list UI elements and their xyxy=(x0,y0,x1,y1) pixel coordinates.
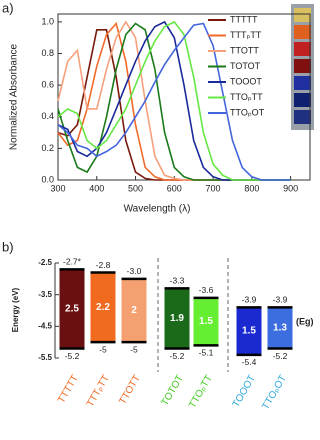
y-tick-label: 0.8 xyxy=(41,48,54,58)
x-tick-label: 800 xyxy=(244,183,259,193)
legend-label: TTOₚTT xyxy=(230,92,263,102)
panel-label: a) xyxy=(2,0,14,15)
lumo-label: -3.9 xyxy=(273,295,288,305)
legend-label: TTOTT xyxy=(230,45,259,55)
gap-label: 1.9 xyxy=(170,313,184,324)
lumo-label: -2.8 xyxy=(96,260,111,270)
gap-label: 2.5 xyxy=(65,304,79,315)
lumo-label: -3.3 xyxy=(170,276,185,286)
category-label: TTTTT xyxy=(56,373,81,405)
homo-label: -5.2 xyxy=(273,351,288,361)
category-label: TTOₚOT xyxy=(260,373,289,411)
category-label: TTOₚTT xyxy=(187,373,215,410)
homo-label: -5.2 xyxy=(65,351,80,361)
energy-bar xyxy=(164,288,190,349)
panel-label: b) xyxy=(2,239,14,254)
lumo-label: -3.6 xyxy=(199,285,214,295)
y-tick-label: -5.5 xyxy=(38,353,52,362)
legend-label: TTTTT xyxy=(230,14,258,24)
homo-label: -5.1 xyxy=(199,348,214,358)
x-tick-label: 700 xyxy=(206,183,221,193)
energy-bar xyxy=(236,307,262,355)
legend-label: TOOOT xyxy=(230,76,262,86)
legend-label: TTOₚOT xyxy=(230,107,265,117)
y-tick-label: -3.5 xyxy=(38,290,52,299)
series-line xyxy=(57,20,291,181)
legend-label: TOTOT xyxy=(230,61,261,71)
y-tick-label: 0.2 xyxy=(41,143,54,153)
lumo-label: -3.0 xyxy=(127,266,142,276)
lumo-label: -2.7* xyxy=(63,257,82,267)
y-tick-label: -2.5 xyxy=(38,258,52,267)
x-tick-label: 600 xyxy=(167,183,182,193)
x-tick-label: 500 xyxy=(128,183,143,193)
energy-bar xyxy=(121,278,147,343)
homo-label: -5 xyxy=(99,344,107,354)
category-label: TOTOT xyxy=(160,373,186,408)
y-tick-label: 0.6 xyxy=(41,80,54,90)
vial-photo xyxy=(291,4,314,130)
energy-bar xyxy=(267,307,293,349)
legend-label: TTTₚTT xyxy=(230,30,262,40)
y-tick-label: -4.5 xyxy=(38,321,52,330)
gap-label: 1.3 xyxy=(273,323,287,334)
annotation: (Eg) xyxy=(296,316,314,326)
y-tick-label: 1.0 xyxy=(41,16,54,26)
energy-bar xyxy=(90,272,116,343)
category-label: TTOTT xyxy=(117,373,143,406)
homo-label: -5.4 xyxy=(242,357,257,367)
category-label: TOOOT xyxy=(231,373,258,409)
gap-label: 1.5 xyxy=(242,326,256,337)
energy-bar xyxy=(59,269,85,349)
energy-bar xyxy=(193,297,219,346)
x-tick-label: 900 xyxy=(283,183,298,193)
gap-label: 2 xyxy=(131,305,137,316)
series-line xyxy=(57,22,291,181)
category-label: TTTₚTT xyxy=(85,373,112,409)
gap-label: 2.2 xyxy=(96,302,110,313)
x-axis-label: Wavelength (λ) xyxy=(124,204,191,215)
lumo-label: -3.9 xyxy=(242,295,257,305)
y-tick-label: 0.0 xyxy=(41,174,54,184)
homo-label: -5.2 xyxy=(170,351,185,361)
homo-label: -5 xyxy=(130,344,138,354)
gap-label: 1.5 xyxy=(199,316,213,327)
x-tick-label: 300 xyxy=(50,183,65,193)
y-tick-label: 0.4 xyxy=(41,111,54,121)
x-tick-label: 400 xyxy=(89,183,104,193)
y-axis-label: Normalized Absorbance xyxy=(9,43,20,150)
y-axis-label: Energy (eV) xyxy=(11,287,20,332)
